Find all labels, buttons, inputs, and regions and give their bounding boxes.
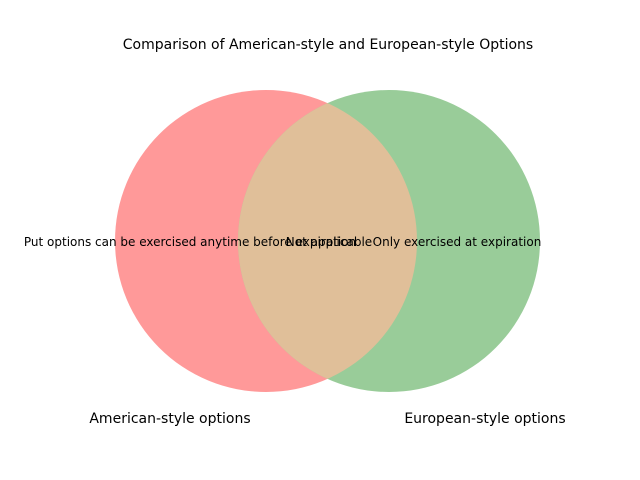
diagram-title: Comparison of American-style and Europea… [123,37,533,53]
overlap-region-label: Not applicable [286,235,372,249]
overlap-region [238,90,417,392]
european-only-region-label: Only exercised at expiration [373,235,542,249]
american-style-set-label: American-style options [89,411,250,427]
american-only-region-label: Put options can be exercised anytime bef… [24,235,356,249]
european-style-set-label: European-style options [404,411,565,427]
